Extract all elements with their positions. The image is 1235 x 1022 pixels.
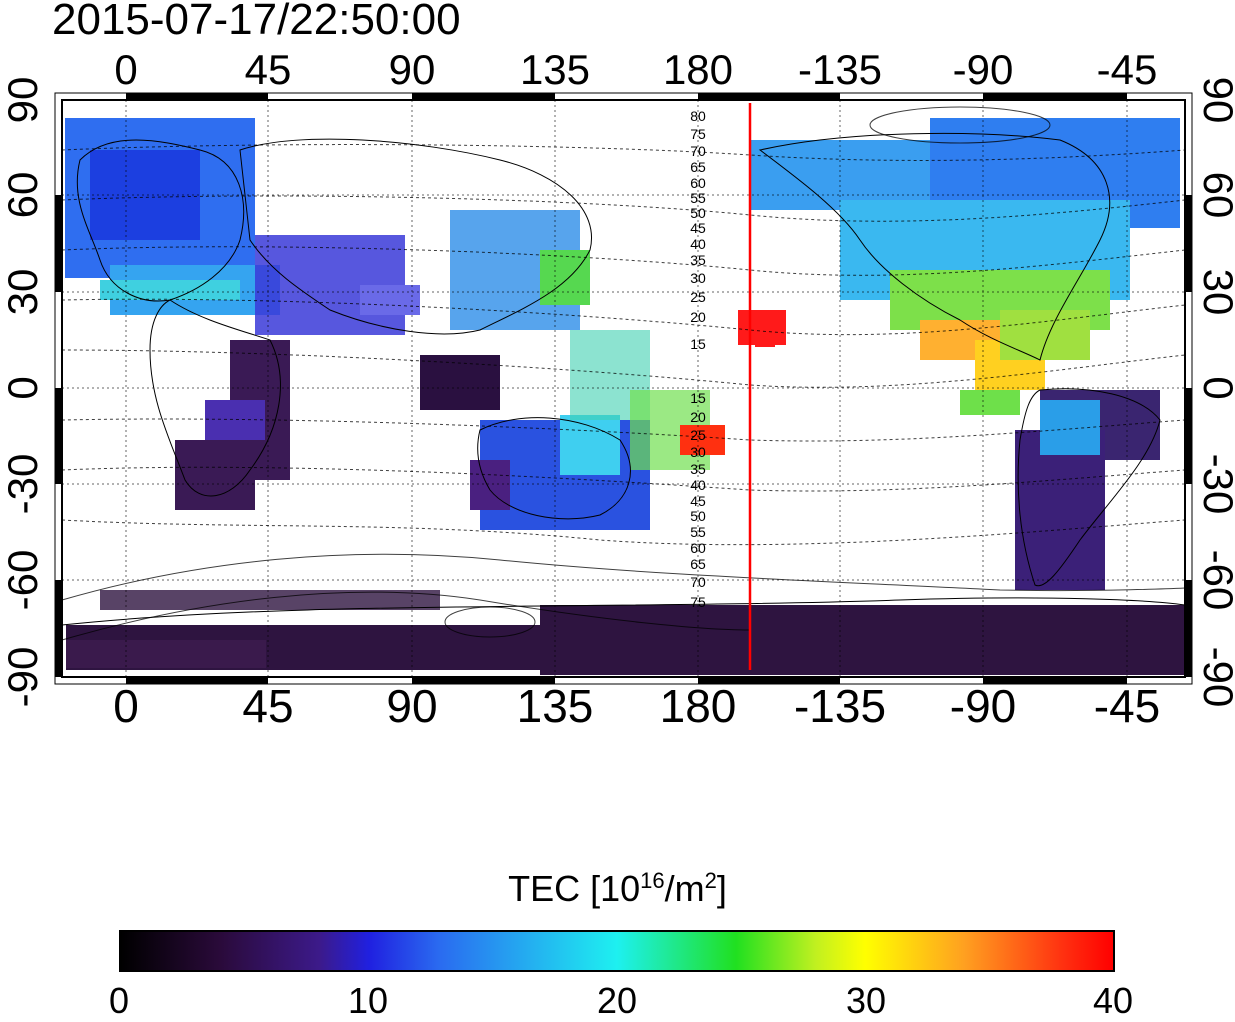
contour-label: 65: [690, 556, 706, 572]
contour-label: 50: [690, 205, 706, 221]
axis-left-labels: 90 60 30 0 -30 -60 -90: [0, 77, 46, 708]
left-axis-tick-label: -60: [0, 550, 46, 611]
top-axis-tick-label: 0: [114, 46, 137, 93]
top-axis-tick-label: -90: [953, 46, 1014, 93]
left-axis-tick-label: 60: [0, 172, 46, 219]
left-axis-tick-label: 90: [0, 77, 46, 124]
contour-label: 40: [690, 477, 706, 493]
contour-label: 25: [690, 289, 706, 305]
top-axis-tick-label: 180: [663, 46, 733, 93]
bottom-axis-tick-label: -135: [794, 680, 886, 732]
colorbar-tick: 20: [596, 980, 638, 1021]
contour-label: 25: [690, 427, 706, 443]
contour-label: 35: [690, 252, 706, 268]
bottom-axis-tick-label: 0: [113, 680, 139, 732]
contour-label: 20: [690, 409, 706, 425]
map-timestamp: 2015-07-17/22:50:00: [52, 0, 461, 44]
contour-label: 45: [690, 220, 706, 236]
top-axis-tick-label: -135: [798, 46, 882, 93]
bottom-axis-tick-label: 135: [517, 680, 594, 732]
contour-label: 55: [690, 190, 706, 206]
contour-label: 80: [690, 108, 706, 124]
right-axis-tick-label: 0: [1195, 376, 1235, 399]
right-axis-tick-label: 30: [1195, 269, 1235, 316]
contour-label: 35: [690, 461, 706, 477]
colorbar-tick: 40: [1092, 980, 1134, 1021]
right-axis-tick-label: 60: [1195, 172, 1235, 219]
contour-label: 55: [690, 524, 706, 540]
contour-label: 60: [690, 175, 706, 191]
axis-right-labels: 90 60 30 0 -30 -60 -90: [1195, 77, 1235, 708]
frame-border-marks: [55, 93, 1192, 684]
contour-label: 15: [690, 336, 706, 352]
contour-label: 75: [690, 126, 706, 142]
axis-top-labels: 0 45 90 135 180 -135 -90 -45: [114, 46, 1157, 93]
left-axis-tick-label: 30: [0, 269, 46, 316]
bottom-axis-tick-label: 180: [660, 680, 737, 732]
colorbar-tick: 10: [347, 980, 389, 1021]
contour-label: 60: [690, 540, 706, 556]
contour-label: 70: [690, 574, 706, 590]
bottom-axis-tick-label: 45: [242, 680, 293, 732]
right-axis-tick-label: 90: [1195, 77, 1235, 124]
contour-label: 45: [690, 493, 706, 509]
contour-label: 50: [690, 508, 706, 524]
contour-label: 15: [690, 390, 706, 406]
coastlines: [61, 132, 1186, 626]
right-axis-tick-label: -60: [1195, 550, 1235, 611]
left-axis-tick-label: -90: [0, 647, 46, 708]
top-axis-tick-label: -45: [1097, 46, 1158, 93]
top-axis-tick-label: 135: [520, 46, 590, 93]
tec-colorbar: [119, 930, 1115, 972]
bottom-axis-tick-label: -90: [950, 680, 1016, 732]
contour-label: 70: [690, 143, 706, 159]
contour-label: 20: [690, 309, 706, 325]
tec-data-layer: [65, 118, 1185, 675]
contour-label: 30: [690, 270, 706, 286]
colorbar-tick: 30: [845, 980, 887, 1021]
top-axis-tick-label: 45: [245, 46, 292, 93]
left-axis-tick-label: 0: [0, 376, 46, 399]
contour-label: 30: [690, 444, 706, 460]
contour-label: 65: [690, 159, 706, 175]
colorbar-title: TEC [1016/m2]: [508, 868, 727, 909]
right-axis-tick-label: -30: [1195, 454, 1235, 515]
colorbar-tick: 0: [108, 980, 130, 1021]
bottom-axis-tick-label: 90: [386, 680, 437, 732]
right-axis-tick-label: -90: [1195, 647, 1235, 708]
contour-label: 40: [690, 236, 706, 252]
axis-bottom-labels: 0 45 90 135 180 -135 -90 -45: [113, 680, 1160, 732]
bottom-axis-tick-label: -45: [1094, 680, 1160, 732]
contour-label: 75: [690, 594, 706, 610]
left-axis-tick-label: -30: [0, 454, 46, 515]
top-axis-tick-label: 90: [389, 46, 436, 93]
